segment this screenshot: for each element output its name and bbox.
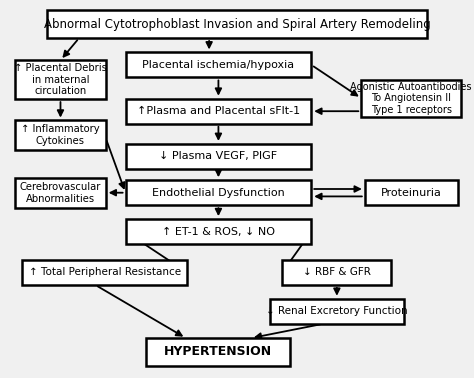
- Text: Cerebrovascular
Abnormalities: Cerebrovascular Abnormalities: [20, 182, 101, 203]
- FancyBboxPatch shape: [365, 180, 458, 205]
- Text: ↓ RBF & GFR: ↓ RBF & GFR: [303, 267, 371, 277]
- Text: Proteinuria: Proteinuria: [381, 188, 442, 198]
- Text: Placental ischemia/hypoxia: Placental ischemia/hypoxia: [142, 60, 294, 70]
- Text: Abnormal Cytotrophoblast Invasion and Spiral Artery Remodeling: Abnormal Cytotrophoblast Invasion and Sp…: [44, 18, 430, 31]
- FancyBboxPatch shape: [146, 338, 291, 366]
- Text: HYPERTENSION: HYPERTENSION: [164, 345, 273, 358]
- FancyBboxPatch shape: [283, 260, 392, 285]
- FancyBboxPatch shape: [270, 299, 404, 324]
- FancyBboxPatch shape: [15, 178, 106, 208]
- Text: ↑ Placental Debris
in maternal
circulation: ↑ Placental Debris in maternal circulati…: [14, 63, 107, 96]
- Text: ↓ Plasma VEGF, PlGF: ↓ Plasma VEGF, PlGF: [159, 152, 277, 161]
- FancyBboxPatch shape: [126, 99, 311, 124]
- FancyBboxPatch shape: [46, 10, 428, 38]
- Text: Agonistic Autoantibodies
To Angiotensin II
Type 1 receptors: Agonistic Autoantibodies To Angiotensin …: [350, 82, 472, 115]
- FancyBboxPatch shape: [126, 219, 311, 244]
- Text: ↑ Inflammatory
Cytokines: ↑ Inflammatory Cytokines: [21, 124, 100, 146]
- Text: ↑ Total Peripheral Resistance: ↑ Total Peripheral Resistance: [28, 267, 181, 277]
- FancyBboxPatch shape: [15, 60, 106, 99]
- FancyBboxPatch shape: [126, 52, 311, 77]
- FancyBboxPatch shape: [22, 260, 187, 285]
- FancyBboxPatch shape: [15, 121, 106, 150]
- Text: ↓ Renal Excretory Function: ↓ Renal Excretory Function: [266, 306, 408, 316]
- Text: Endothelial Dysfunction: Endothelial Dysfunction: [152, 188, 285, 198]
- Text: ↑Plasma and Placental sFlt-1: ↑Plasma and Placental sFlt-1: [137, 106, 300, 116]
- FancyBboxPatch shape: [126, 180, 311, 205]
- FancyBboxPatch shape: [361, 80, 461, 117]
- FancyBboxPatch shape: [126, 144, 311, 169]
- Text: ↑ ET-1 & ROS, ↓ NO: ↑ ET-1 & ROS, ↓ NO: [162, 226, 275, 237]
